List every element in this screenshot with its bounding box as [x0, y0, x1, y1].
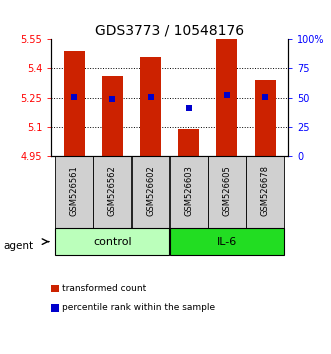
Bar	[255, 80, 276, 156]
Text: GSM526678: GSM526678	[260, 165, 269, 216]
Bar	[170, 156, 208, 228]
Bar	[140, 57, 161, 156]
Text: IL-6: IL-6	[217, 236, 237, 247]
Title: GDS3773 / 10548176: GDS3773 / 10548176	[95, 24, 244, 38]
Text: GSM526605: GSM526605	[222, 166, 231, 216]
Bar	[102, 76, 123, 156]
Bar	[64, 51, 85, 156]
Text: GSM526561: GSM526561	[70, 166, 79, 216]
Text: control: control	[93, 236, 132, 247]
Bar	[208, 156, 246, 228]
Bar	[93, 156, 131, 228]
Text: transformed count: transformed count	[62, 284, 146, 293]
Bar	[132, 156, 169, 228]
Bar	[246, 156, 284, 228]
Text: GSM526603: GSM526603	[184, 165, 193, 216]
Text: GSM526602: GSM526602	[146, 166, 155, 216]
Bar	[55, 228, 169, 255]
Bar	[170, 228, 284, 255]
Text: agent: agent	[3, 241, 33, 251]
Text: percentile rank within the sample: percentile rank within the sample	[62, 303, 215, 313]
Bar	[55, 156, 93, 228]
Text: GSM526562: GSM526562	[108, 166, 117, 216]
Bar	[178, 129, 199, 156]
Bar	[216, 39, 237, 156]
